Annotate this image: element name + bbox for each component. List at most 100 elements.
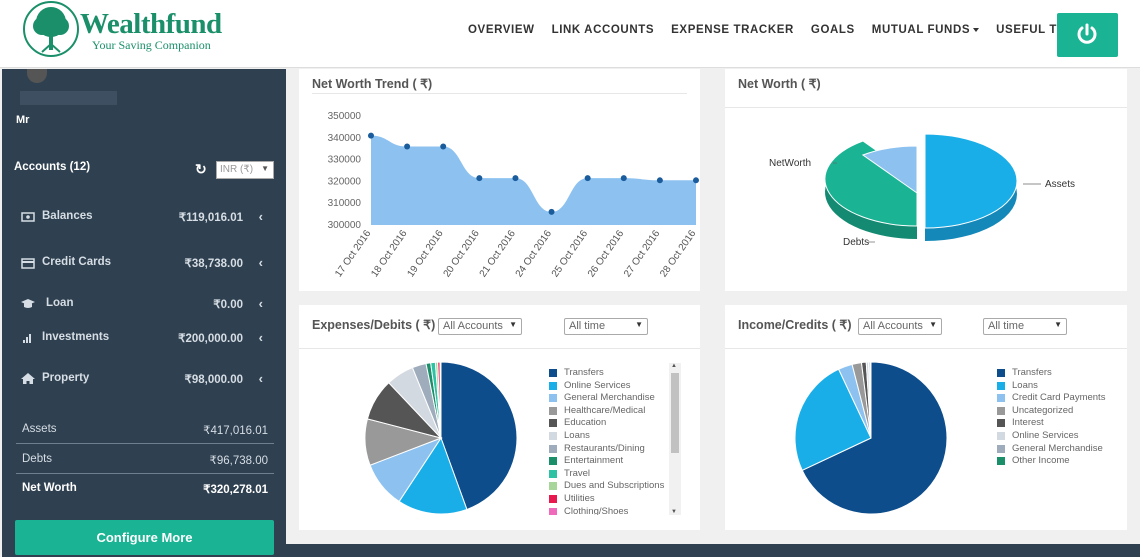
x-tick-label: 21 Oct 2016 <box>478 228 519 279</box>
income-account-filter[interactable]: All Accounts ▼ <box>858 318 942 335</box>
expenses-time-filter[interactable]: All time ▼ <box>564 318 648 335</box>
nav-expense-tracker[interactable]: EXPENSE TRACKER <box>671 24 794 36</box>
scrollbar-thumb[interactable] <box>671 373 679 453</box>
account-value: ₹119,016.01 <box>178 212 243 224</box>
legend-item[interactable]: Restaurants/Dining <box>549 443 664 456</box>
chevron-left-icon: ‹ <box>258 330 263 345</box>
trend-point[interactable] <box>620 175 627 182</box>
legend-item[interactable]: Transfers <box>549 367 664 380</box>
pie-slice[interactable] <box>924 133 1018 229</box>
filter-value: All time <box>988 320 1025 332</box>
trend-point[interactable] <box>584 175 591 182</box>
sidebar-item-investments[interactable]: Investments ₹200,000.00 ‹ <box>21 330 266 347</box>
legend-item[interactable]: Credit Card Payments <box>997 392 1105 405</box>
x-tick-label: 18 Oct 2016 <box>369 228 410 279</box>
trend-point[interactable] <box>368 132 374 139</box>
legend-scrollbar[interactable]: ▲ ▼ <box>669 363 681 515</box>
y-tick-label: 350000 <box>328 111 362 122</box>
trend-point[interactable] <box>404 143 411 150</box>
sidebar-item-credit-cards[interactable]: Credit Cards ₹38,738.00 ‹ <box>21 255 266 272</box>
legend-label: Education <box>564 417 607 429</box>
legend-item[interactable]: Education <box>549 417 664 430</box>
nav-goals[interactable]: GOALS <box>811 24 855 36</box>
logout-button[interactable] <box>1057 13 1118 57</box>
legend-item[interactable]: General Merchandise <box>997 443 1105 456</box>
pie-slice[interactable] <box>794 368 872 472</box>
account-label: Loan <box>46 297 74 309</box>
legend-item[interactable]: Loans <box>549 430 664 443</box>
x-tick-label: 19 Oct 2016 <box>405 228 446 279</box>
trend-point[interactable] <box>693 177 699 184</box>
caret-down-icon <box>973 27 980 32</box>
trend-point[interactable] <box>548 208 555 215</box>
legend-item[interactable]: Online Services <box>549 380 664 393</box>
pie-label: Debts <box>843 237 869 248</box>
refresh-icon[interactable]: ↻ <box>195 161 207 177</box>
legend-label: Entertainment <box>564 455 624 467</box>
expenses-pie-chart <box>364 361 518 515</box>
configure-more-button[interactable]: Configure More <box>15 520 274 555</box>
nav-label: MUTUAL FUNDS <box>871 24 971 36</box>
nav-overview[interactable]: OVERVIEW <box>468 24 535 36</box>
legend-item[interactable]: Dues and Subscriptions <box>549 480 664 493</box>
account-label: Investments <box>42 331 110 343</box>
sidebar-item-loan[interactable]: Loan ₹0.00 ‹ <box>21 296 266 313</box>
tree-logo-icon <box>23 1 79 57</box>
redacted-username <box>20 91 117 105</box>
legend-item[interactable]: Travel <box>549 468 664 481</box>
panel-title: Net Worth Trend ( ₹) <box>312 77 433 91</box>
divider <box>299 348 700 349</box>
pie-slice[interactable] <box>824 140 918 227</box>
trend-point[interactable] <box>440 143 447 150</box>
y-tick-label: 330000 <box>328 155 362 166</box>
nav-mutual-funds[interactable]: MUTUAL FUNDS <box>871 24 980 36</box>
dropdown-arrow-icon: ▼ <box>635 320 643 329</box>
legend-swatch <box>549 406 557 415</box>
legend-item[interactable]: Transfers <box>997 367 1105 380</box>
y-tick-label: 300000 <box>328 220 362 231</box>
pie-slice[interactable] <box>398 436 468 515</box>
legend-swatch <box>549 444 557 453</box>
legend-item[interactable]: Entertainment <box>549 455 664 468</box>
account-value: ₹38,738.00 <box>184 258 243 270</box>
panel-title: Income/Credits ( ₹) <box>738 318 852 332</box>
pie-slice[interactable] <box>440 361 518 511</box>
legend-item[interactable]: Uncategorized <box>997 405 1105 418</box>
top-header: Wealthfund Your Saving Companion OVERVIE… <box>0 0 1140 68</box>
scroll-up-icon[interactable]: ▲ <box>671 363 677 369</box>
legend-label: Online Services <box>564 379 631 391</box>
chevron-left-icon: ‹ <box>258 371 263 386</box>
sidebar-item-balances[interactable]: Balances ₹119,016.01 ‹ <box>21 209 266 226</box>
legend-swatch <box>549 457 557 466</box>
scroll-down-icon[interactable]: ▼ <box>671 509 677 515</box>
expenses-account-filter[interactable]: All Accounts ▼ <box>438 318 522 335</box>
currency-select[interactable]: INR (₹) ▼ <box>216 161 274 179</box>
dropdown-arrow-icon: ▼ <box>929 320 937 329</box>
trend-point[interactable] <box>656 177 663 184</box>
legend-item[interactable]: Healthcare/Medical <box>549 405 664 418</box>
account-label: Balances <box>42 210 93 222</box>
legend-item[interactable]: Utilities <box>549 493 664 506</box>
legend-item[interactable]: General Merchandise <box>549 392 664 405</box>
legend-item[interactable]: Loans <box>997 380 1105 393</box>
trend-point[interactable] <box>512 175 519 182</box>
income-time-filter[interactable]: All time ▼ <box>983 318 1067 335</box>
wallet-icon <box>21 212 35 222</box>
trend-point[interactable] <box>476 175 483 182</box>
pie-slice[interactable] <box>801 361 948 515</box>
legend-swatch <box>549 469 557 478</box>
legend-item[interactable]: Other Income <box>997 455 1105 468</box>
pie-slice[interactable] <box>869 361 872 439</box>
sidebar-item-property[interactable]: Property ₹98,000.00 ‹ <box>21 371 266 388</box>
pie-slice[interactable] <box>439 361 442 439</box>
nav-link-accounts[interactable]: LINK ACCOUNTS <box>552 24 655 36</box>
legend-item[interactable]: Online Services <box>997 430 1105 443</box>
logo[interactable]: Wealthfund Your Saving Companion <box>22 0 232 60</box>
legend-item[interactable]: Clothing/Shoes <box>549 506 664 515</box>
pie-slice[interactable] <box>861 145 918 194</box>
home-icon <box>21 373 35 384</box>
legend-label: General Merchandise <box>1012 442 1103 454</box>
legend-item[interactable]: Interest <box>997 417 1105 430</box>
nav-label: GOALS <box>810 24 855 36</box>
avatar[interactable] <box>27 69 47 83</box>
